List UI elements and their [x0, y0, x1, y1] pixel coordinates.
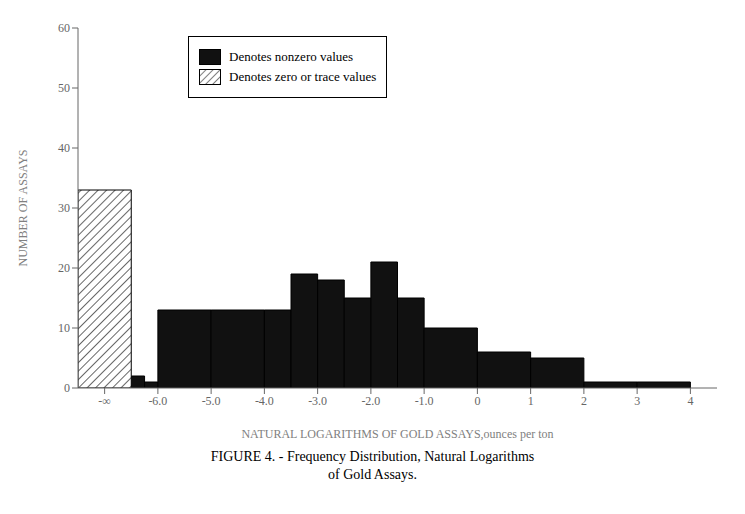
svg-text:-3.0: -3.0	[308, 394, 327, 408]
svg-text:1: 1	[528, 394, 534, 408]
svg-text:3: 3	[634, 394, 640, 408]
svg-text:-6.0: -6.0	[148, 394, 167, 408]
svg-text:50: 50	[58, 81, 70, 95]
svg-text:4: 4	[687, 394, 693, 408]
svg-text:60: 60	[58, 21, 70, 35]
svg-text:40: 40	[58, 141, 70, 155]
html-text:FIGURE 4. - Frequency Distribu: FIGURE 4. - Frequency Distribution, Natu…	[210, 449, 535, 464]
svg-text:-1.0: -1.0	[415, 394, 434, 408]
svg-text:-4.0: -4.0	[255, 394, 274, 408]
svg-text:2: 2	[581, 394, 587, 408]
svg-text:0: 0	[474, 394, 480, 408]
svg-text:20: 20	[58, 261, 70, 275]
html-text:Denotes nonzero values: Denotes nonzero values	[229, 49, 354, 64]
svg-text:30: 30	[58, 201, 70, 215]
svg-text:-5.0: -5.0	[202, 394, 221, 408]
html-text:of Gold Assays.: of Gold Assays.	[328, 467, 417, 482]
svg-text:0: 0	[64, 381, 70, 395]
svg-text:NATURAL LOGARITHMS OF GOLD ASS: NATURAL LOGARITHMS OF GOLD ASSAYS,ounces…	[241, 427, 553, 441]
svg-text:-2.0: -2.0	[361, 394, 380, 408]
svg-text:10: 10	[58, 321, 70, 335]
svg-text:-∞: -∞	[98, 394, 111, 408]
svg-text:NUMBER OF ASSAYS: NUMBER OF ASSAYS	[16, 150, 30, 267]
html-text:Denotes zero or trace values: Denotes zero or trace values	[229, 69, 377, 84]
